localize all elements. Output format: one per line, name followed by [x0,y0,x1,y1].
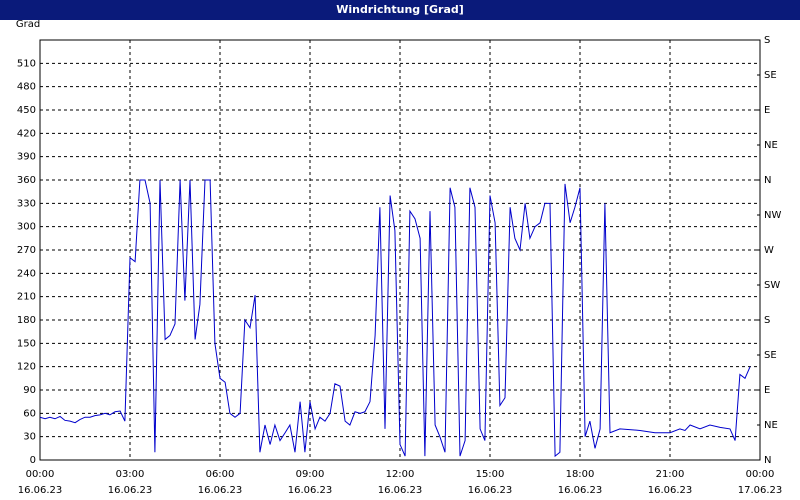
y-tick-label: 360 [17,175,36,186]
y-tick-label: 90 [23,385,36,396]
y-tick-label: 240 [17,268,36,279]
y2-tick-label: NE [764,420,778,431]
x-tick-label: 00:00 [26,469,55,480]
x-tick-label: 03:00 [116,469,145,480]
x-tick-date: 16.06.23 [468,485,513,496]
y-tick-label: 150 [17,338,36,349]
plot-frame [39,39,761,461]
chart: Grad 0 30 60 90 120 150 180 210 240 270 300 330 360 3… [16,20,783,496]
x-tick-label: 12:00 [386,469,415,480]
x-tick-date: 16.06.23 [648,485,693,496]
x-tick-label: 00:00 [746,469,775,480]
y2-tick-label: SE [764,350,777,361]
x-tick-date: 16.06.23 [558,485,603,496]
y-axis-label: Grad [16,20,40,30]
x-tick-date: 16.06.23 [378,485,423,496]
y2-tick-label: S [764,315,770,326]
y-tick-label: 450 [17,105,36,116]
y-tick-label: 330 [17,198,36,209]
x-tick-label: 21:00 [656,469,685,480]
y2-tick-label: E [764,385,770,396]
x-tick-label: 18:00 [566,469,595,480]
x-tick-label: 09:00 [296,469,325,480]
y-tick-label: 210 [17,292,36,303]
y-tick-label: 390 [17,152,36,163]
y2-tick-label: N [764,455,771,466]
y2-tick-label: N [764,175,771,186]
title-bar: Windrichtung [Grad] [0,0,800,20]
x-tick-label: 06:00 [206,469,235,480]
y-tick-label: 0 [30,455,36,466]
y2-tick-label: S [764,35,770,46]
y-tick-label: 30 [23,432,36,443]
y-tick-label: 510 [17,58,36,69]
y2-tick-label: SW [764,280,780,291]
y-tick-label: 270 [17,245,36,256]
x-tick-date: 16.06.23 [288,485,333,496]
x-tick-date: 16.06.23 [18,485,63,496]
y2-tick-label: NE [764,140,778,151]
x-tick-date: 17.06.23 [738,485,783,496]
x-tick-date: 16.06.23 [108,485,153,496]
y-tick-label: 300 [17,222,36,233]
y2-tick-label: E [764,105,770,116]
y2-tick-label: SE [764,70,777,81]
y2-tick-label: W [764,245,774,256]
y-tick-label: 420 [17,128,36,139]
x-tick-label: 15:00 [476,469,505,480]
y-tick-label: 480 [17,82,36,93]
x-tick-date: 16.06.23 [198,485,243,496]
y-tick-label: 120 [17,362,36,373]
y-tick-label: 60 [23,408,36,419]
y2-tick-label: NW [764,210,781,221]
y-tick-label: 180 [17,315,36,326]
data-line [39,179,751,458]
